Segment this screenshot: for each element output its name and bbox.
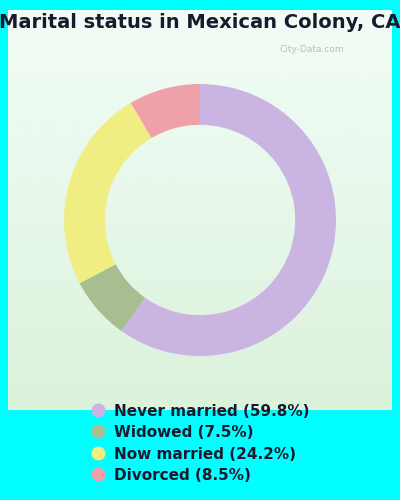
Wedge shape: [64, 103, 152, 284]
Text: Marital status in Mexican Colony, CA: Marital status in Mexican Colony, CA: [0, 12, 400, 32]
Wedge shape: [80, 264, 145, 331]
Legend: Never married (59.8%), Widowed (7.5%), Now married (24.2%), Divorced (8.5%): Never married (59.8%), Widowed (7.5%), N…: [86, 400, 314, 488]
Wedge shape: [122, 84, 336, 356]
Wedge shape: [131, 84, 200, 138]
Text: City-Data.com: City-Data.com: [280, 45, 344, 54]
